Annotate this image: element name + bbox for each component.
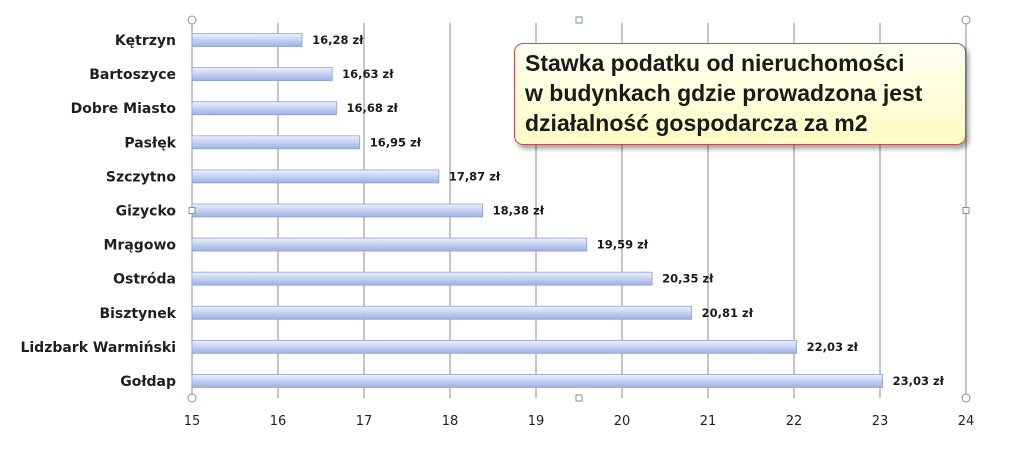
x-tick-label: 23 xyxy=(872,414,889,429)
edge-resize-handle[interactable] xyxy=(962,207,970,214)
bar xyxy=(191,237,588,252)
x-tick-label: 16 xyxy=(270,414,287,429)
category-label: Kętrzyn xyxy=(115,33,176,49)
category-label: Dobre Miasto xyxy=(71,101,177,117)
x-tick-label: 20 xyxy=(614,414,631,429)
value-labels: 16,28 zł 16,63 zł 16,68 zł 16,95 zł 17,87 zł… xyxy=(312,33,945,388)
data-label: 23,03 zł xyxy=(893,374,945,388)
data-label: 16,28 zł xyxy=(312,33,364,47)
bar xyxy=(191,305,693,320)
chart-title-line-3: działalność gospodarcza za m2 xyxy=(525,110,868,136)
corner-resize-handle[interactable] xyxy=(187,393,197,403)
category-label: Mrągowo xyxy=(104,238,177,254)
data-label: 16,95 zł xyxy=(370,135,422,149)
category-label: Szczytno xyxy=(106,169,176,185)
corner-resize-handle[interactable] xyxy=(961,393,971,403)
chart-title-line-2: w budynkach gdzie prowadzona jest xyxy=(525,80,923,106)
x-tick-label: 24 xyxy=(958,414,975,429)
category-label: Lidzbark Warmiński xyxy=(20,340,176,356)
bar xyxy=(191,67,333,82)
edge-resize-handle[interactable] xyxy=(575,394,583,402)
x-tick-label: 19 xyxy=(528,414,545,429)
data-label: 17,87 zł xyxy=(449,169,501,183)
corner-resize-handle[interactable] xyxy=(961,15,971,25)
bar xyxy=(191,135,361,150)
bar xyxy=(191,203,484,218)
category-labels: Kętrzyn Bartoszyce Dobre Miasto Pasłęk Szczy… xyxy=(20,33,176,390)
x-tick-label: 18 xyxy=(442,414,459,429)
chart-title: Stawka podatku od nieruchomości w budynk… xyxy=(514,43,966,145)
data-label: 22,03 zł xyxy=(807,340,859,354)
category-label: Bisztynek xyxy=(99,306,176,322)
corner-resize-handle[interactable] xyxy=(187,15,197,25)
bar xyxy=(191,33,303,47)
bar xyxy=(191,271,653,286)
data-label: 16,68 zł xyxy=(346,101,398,115)
x-axis-tick-labels: 15 16 17 18 19 20 21 22 23 24 xyxy=(184,414,975,429)
category-label: Gizycko xyxy=(116,204,177,220)
edge-resize-handle[interactable] xyxy=(188,207,196,214)
x-tick-label: 22 xyxy=(786,414,803,429)
x-tick-label: 21 xyxy=(700,414,717,429)
x-tick-label: 15 xyxy=(184,414,201,429)
data-label: 20,35 zł xyxy=(662,272,714,286)
category-label: Gołdap xyxy=(120,374,176,390)
category-label: Bartoszyce xyxy=(89,67,176,83)
data-label: 19,59 zł xyxy=(597,238,649,252)
bar xyxy=(191,101,337,116)
category-label: Ostróda xyxy=(113,272,176,288)
selection-handles[interactable] xyxy=(187,15,971,403)
data-label: 16,63 zł xyxy=(342,67,394,81)
chart-title-line-1: Stawka podatku od nieruchomości xyxy=(525,50,905,76)
data-label: 20,81 zł xyxy=(702,306,754,320)
edge-resize-handle[interactable] xyxy=(575,16,583,24)
bars xyxy=(191,33,883,388)
bar xyxy=(191,169,440,184)
x-tick-label: 17 xyxy=(356,414,373,429)
bar xyxy=(191,374,883,388)
data-label: 18,38 zł xyxy=(493,204,545,218)
category-label: Pasłęk xyxy=(124,135,176,151)
bar xyxy=(191,339,797,354)
